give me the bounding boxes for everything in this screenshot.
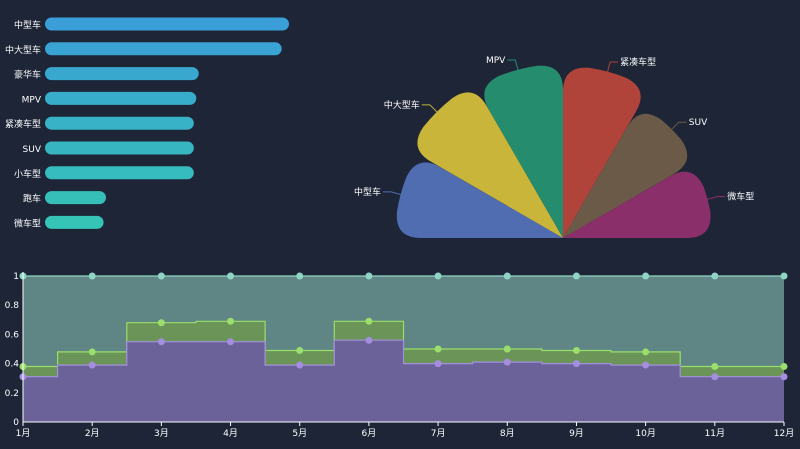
data-point bbox=[711, 373, 719, 381]
data-point bbox=[365, 317, 373, 325]
bar bbox=[45, 141, 194, 155]
pie-label-line bbox=[668, 121, 687, 133]
x-tick-label: 7月 bbox=[431, 428, 446, 439]
pie-label: 微车型 bbox=[727, 191, 754, 203]
x-tick-label: 1月 bbox=[16, 428, 31, 439]
data-point bbox=[157, 272, 165, 280]
bar bbox=[45, 191, 106, 205]
bar-category-label: SUV bbox=[23, 145, 42, 155]
data-point bbox=[503, 358, 511, 366]
data-point bbox=[642, 348, 650, 356]
bar bbox=[45, 42, 282, 56]
y-tick-label: 0.8 bbox=[5, 301, 20, 311]
area-fill bbox=[23, 340, 784, 422]
data-point bbox=[572, 360, 580, 368]
bar bbox=[45, 91, 197, 105]
pie-label-line bbox=[382, 191, 405, 197]
data-point bbox=[642, 361, 650, 369]
data-point bbox=[227, 272, 235, 280]
bar bbox=[45, 166, 194, 180]
y-tick-label: 0.2 bbox=[5, 389, 19, 399]
pie-label-line bbox=[421, 104, 441, 116]
data-point bbox=[365, 336, 373, 344]
x-tick-label: 5月 bbox=[292, 428, 307, 439]
bar-category-label: 紧凑车型 bbox=[5, 118, 41, 130]
y-tick-label: 1 bbox=[13, 272, 19, 282]
data-point bbox=[780, 363, 788, 371]
data-point bbox=[572, 346, 580, 354]
pie-label: 紧凑车型 bbox=[620, 56, 656, 68]
data-point bbox=[88, 348, 96, 356]
bar-category-label: 跑车 bbox=[23, 193, 41, 205]
pie-label-line bbox=[606, 61, 619, 76]
x-tick-label: 4月 bbox=[223, 428, 238, 439]
data-point bbox=[296, 361, 304, 369]
pie-slice bbox=[417, 92, 563, 238]
data-point bbox=[572, 272, 580, 280]
pie-label: SUV bbox=[689, 118, 708, 128]
bar-category-label: 中型车 bbox=[14, 19, 41, 31]
data-point bbox=[88, 272, 96, 280]
pie-label-line bbox=[703, 196, 726, 201]
data-point bbox=[227, 338, 235, 346]
x-tick-label: 11月 bbox=[705, 428, 725, 439]
y-tick-label: 0.4 bbox=[5, 360, 20, 370]
data-point bbox=[780, 373, 788, 381]
data-point bbox=[227, 317, 235, 325]
bar bbox=[45, 17, 289, 31]
data-point bbox=[780, 272, 788, 280]
y-tick-label: 0.6 bbox=[5, 330, 20, 340]
y-tick-label: 0 bbox=[13, 418, 19, 428]
bar bbox=[45, 116, 194, 130]
rose-pie-chart: 中型车 中大型车 MPV 紧凑车型 SUV 微车型 bbox=[354, 56, 754, 238]
bar-category-label: 豪华车 bbox=[14, 69, 41, 81]
pie-label: 中大型车 bbox=[384, 99, 420, 111]
x-tick-label: 6月 bbox=[362, 428, 377, 439]
data-point bbox=[503, 272, 511, 280]
data-point bbox=[711, 363, 719, 371]
bar-category-label: 小车型 bbox=[14, 168, 41, 180]
data-point bbox=[365, 272, 373, 280]
x-tick-label: 3月 bbox=[154, 428, 169, 439]
pie-slice bbox=[563, 67, 641, 238]
data-point bbox=[434, 360, 442, 368]
data-point bbox=[88, 361, 96, 369]
data-point bbox=[157, 338, 165, 346]
data-point bbox=[434, 345, 442, 353]
pie-slice bbox=[484, 65, 563, 238]
x-tick-label: 9月 bbox=[569, 428, 584, 439]
bar-category-label: 微车型 bbox=[14, 217, 41, 229]
data-point bbox=[711, 272, 719, 280]
bar-category-label: MPV bbox=[22, 95, 42, 105]
x-tick-label: 10月 bbox=[635, 428, 655, 439]
data-point bbox=[642, 272, 650, 280]
x-tick-label: 2月 bbox=[85, 428, 100, 439]
x-tick-label: 8月 bbox=[500, 428, 515, 439]
bar bbox=[45, 215, 104, 229]
data-point bbox=[434, 272, 442, 280]
data-point bbox=[157, 319, 165, 327]
pie-slice bbox=[563, 113, 688, 238]
bar bbox=[45, 67, 199, 81]
data-point bbox=[503, 345, 511, 353]
data-point bbox=[296, 272, 304, 280]
bar-category-label: 中大型车 bbox=[5, 44, 41, 56]
pie-label-line bbox=[507, 59, 520, 74]
pie-label: 中型车 bbox=[354, 186, 381, 198]
pie-slice bbox=[396, 162, 563, 238]
pie-label: MPV bbox=[486, 56, 506, 66]
x-tick-label: 12月 bbox=[774, 428, 794, 439]
data-point bbox=[296, 346, 304, 354]
pie-slice bbox=[563, 171, 711, 238]
